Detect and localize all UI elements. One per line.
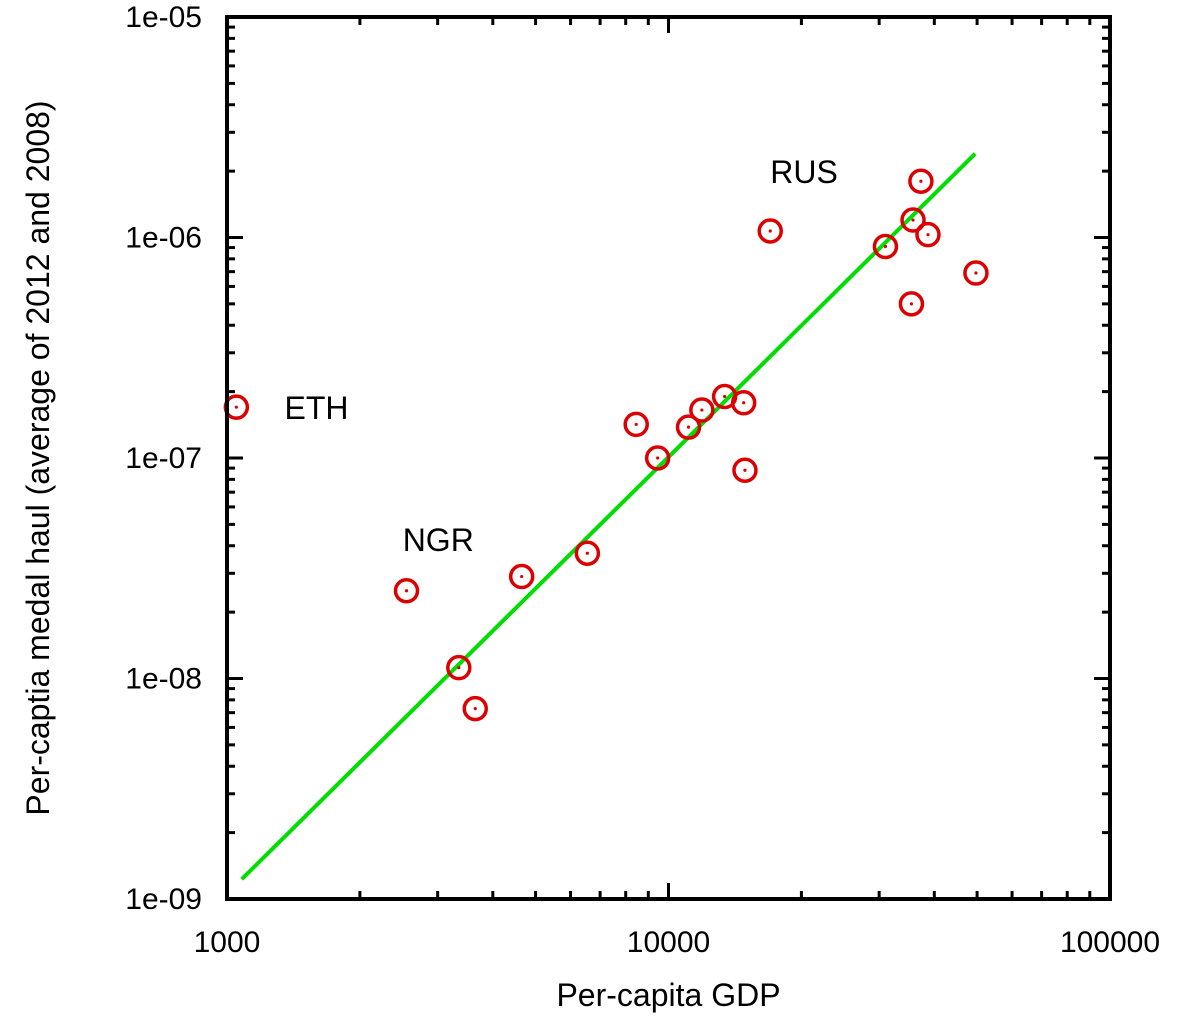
data-point [898,291,925,317]
data-point-ring [900,207,926,233]
data-point-ring [508,563,535,590]
data-point-ring [574,540,601,566]
y-tick-labels: 1e-09 1e-08 1e-07 1e-06 1e-05 [125,1,202,916]
data-point-dot [723,394,727,399]
data-point-dot [883,244,888,249]
data-point-dot [585,551,589,555]
data-point-ring [462,695,489,722]
y-tick-label: 1e-08 [125,663,202,696]
data-point [872,233,899,260]
data-point-ring [757,218,783,244]
annotation-label: ETH [285,390,349,426]
data-point-ring [675,414,702,440]
data-point [730,390,757,416]
data-point-ring [915,221,941,248]
data-point-dot [700,408,704,412]
x-tick-label: 100000 [1060,926,1160,959]
fit-line-layer [240,152,977,881]
data-point-dot [768,229,772,233]
data-point-ring [393,578,420,604]
data-point [508,563,535,590]
data-point [644,445,671,471]
data-point [900,207,926,233]
data-point-ring [644,445,671,471]
data-point-dot [234,405,238,409]
data-point-dot [404,589,409,593]
data-point [915,221,941,248]
y-tick-label: 1e-07 [125,442,202,475]
x-axis-title: Per-capita GDP [556,977,780,1013]
data-point-dot [457,666,461,670]
data-point-dot [926,233,930,237]
data-point [623,411,649,438]
data-point-ring [623,411,649,438]
data-point-ring [730,390,757,416]
data-point-ring [908,168,934,194]
data-point [675,414,702,440]
data-point [757,218,783,244]
data-point-dot [911,218,915,222]
data-point-ring [963,260,989,286]
data-point-dot [919,179,923,183]
x-tick-labels: 1000 10000 100000 [194,926,1160,959]
data-point-ring [732,457,758,483]
x-tick-label: 1000 [194,926,261,959]
data-point [908,168,934,194]
data-point-dot [743,468,747,472]
data-point-dot [974,271,978,275]
y-tick-label: 1e-06 [125,222,202,255]
x-tick-label: 10000 [627,926,710,959]
data-point [732,457,758,483]
data-point-dot [909,302,914,306]
data-point [689,397,715,423]
data-point-ring [898,291,925,317]
annotation-label: NGR [403,522,474,558]
data-point-dot [742,401,746,405]
data-point [574,540,601,566]
data-point-dot [473,707,477,711]
data-point [393,578,420,604]
data-point-dot [686,425,691,429]
data-point [963,260,989,286]
annotations-layer: ETH NGR RUS [285,154,838,558]
fit-line [240,152,977,881]
points-layer [223,168,989,722]
y-axis-title: Per-captia medal haul (average of 2012 a… [20,100,56,815]
data-point [462,695,489,722]
y-tick-label: 1e-09 [125,883,202,916]
data-point-dot [520,574,524,579]
data-point-ring [446,654,472,681]
plot-frame [225,15,1112,901]
y-tick-label: 1e-05 [125,1,202,34]
data-point-dot [656,456,660,460]
data-point-ring [872,233,899,260]
data-point [446,654,472,681]
data-point-ring [689,397,715,423]
annotation-label: RUS [770,154,838,190]
data-point-dot [634,422,638,427]
